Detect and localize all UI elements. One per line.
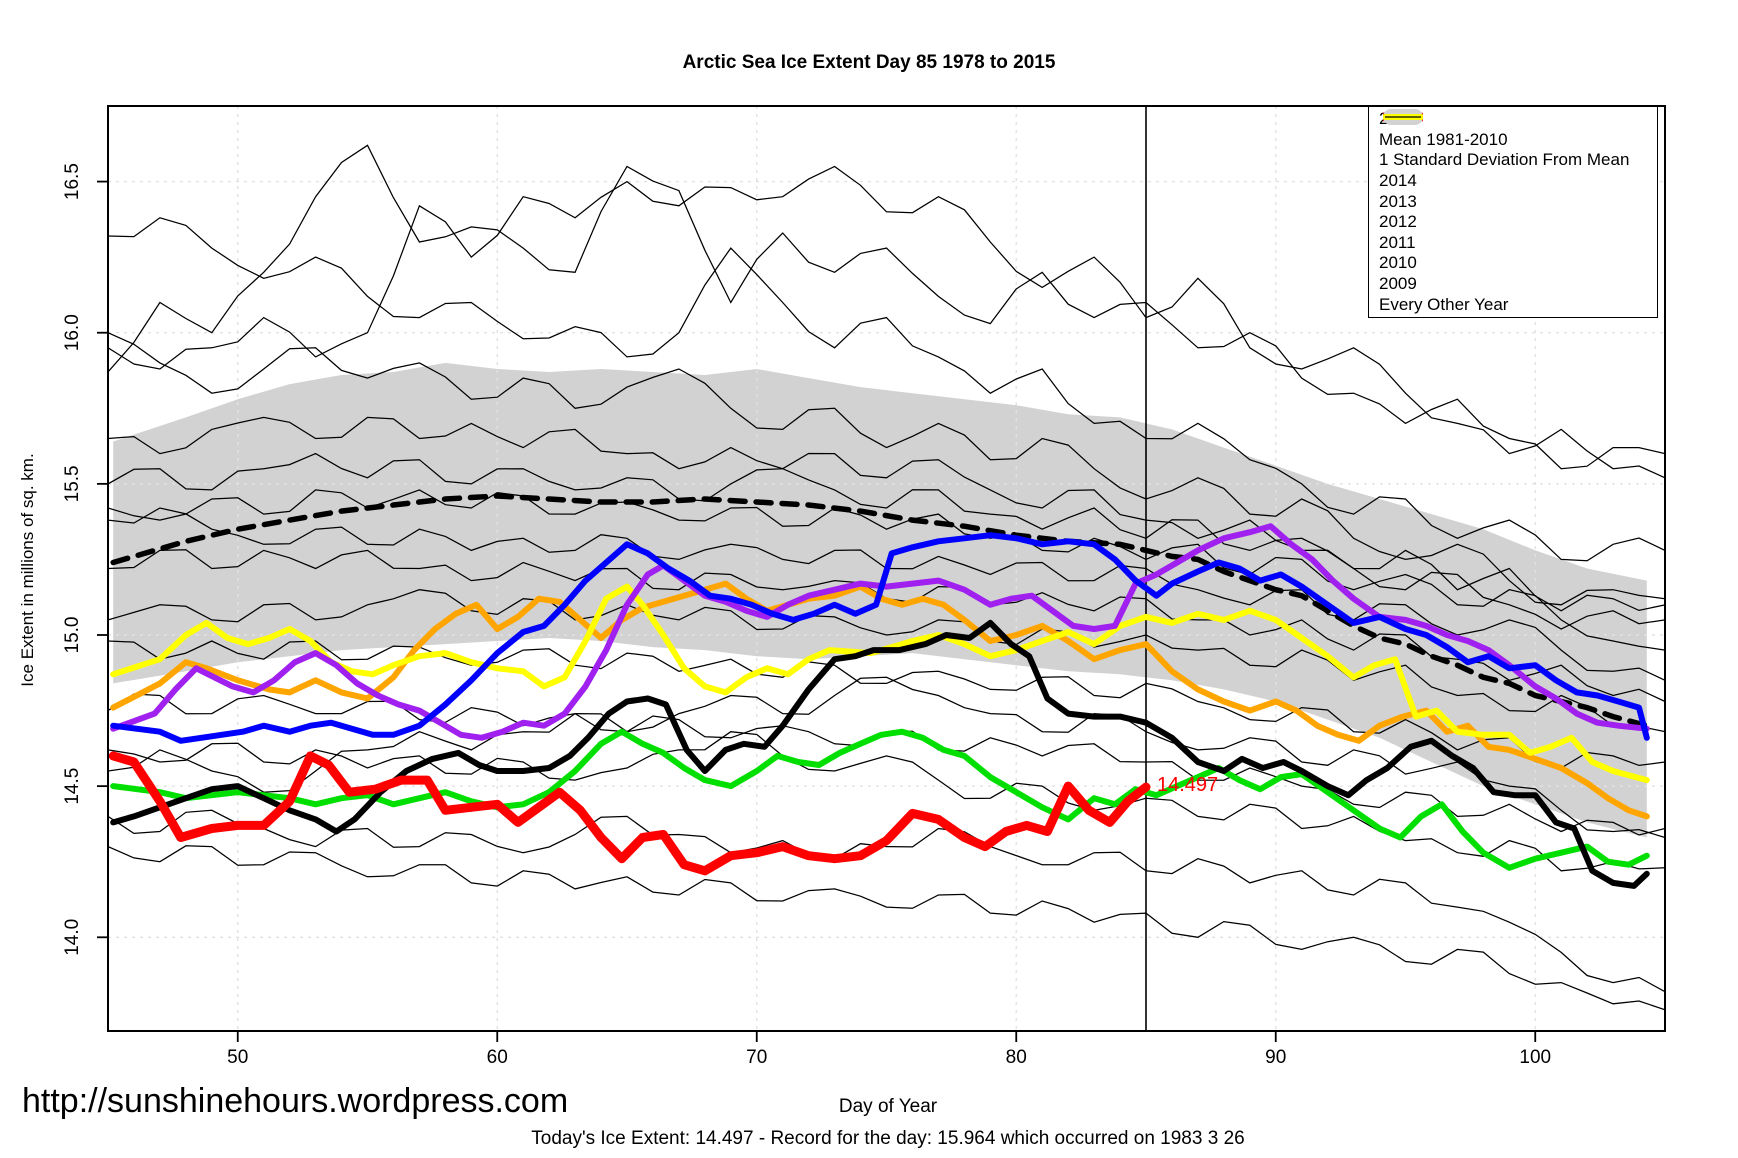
- footer-note: Today's Ice Extent: 14.497 - Record for …: [531, 1128, 1245, 1149]
- y-tick-label: 14.5: [62, 768, 83, 805]
- legend-label: 2011: [1379, 232, 1416, 252]
- chart-title: Arctic Sea Ice Extent Day 85 1978 to 201…: [682, 52, 1056, 73]
- legend-label: 2014: [1379, 171, 1417, 191]
- legend-label: Every Other Year: [1379, 294, 1509, 314]
- legend-label: 2012: [1379, 212, 1417, 232]
- axis-ticks: 50 60 70 80 90 100 14.0 14.5 15.0 15.5 16.0 16.5: [62, 163, 1551, 1068]
- x-tick-label: 50: [227, 1047, 248, 1068]
- legend-item-2013: 2013: [1369, 114, 1657, 212]
- legend-item-2011: 2011: [1369, 114, 1657, 253]
- legend-item-2009: 2009: [1369, 114, 1657, 294]
- x-tick-label: 100: [1519, 1047, 1551, 1068]
- x-tick-label: 90: [1265, 1047, 1286, 1068]
- legend-item-2014: 2014: [1369, 114, 1657, 191]
- y-tick-label: 16.0: [62, 314, 83, 351]
- x-axis-title: Day of Year: [838, 1096, 938, 1117]
- y-axis-title: Ice Extent in millions of sq. km.: [18, 453, 37, 687]
- legend-item-1-standard-deviation-from-mean: 1 Standard Deviation From Mean: [1369, 109, 1657, 170]
- legend-item-mean-1981-2010: Mean 1981-2010: [1369, 114, 1657, 150]
- legend-label: Mean 1981-2010: [1379, 129, 1508, 149]
- legend-label: 2013: [1379, 191, 1417, 211]
- series-2011: [110, 728, 1650, 871]
- mean-line: [110, 493, 1650, 729]
- y-tick-label: 14.0: [62, 919, 83, 956]
- series-2013: [110, 580, 1650, 820]
- series-2010: [110, 523, 1650, 741]
- series-2009: [110, 583, 1650, 784]
- y-tick-label: 15.5: [62, 465, 83, 502]
- series-2012: [110, 532, 1650, 744]
- x-tick-label: 70: [746, 1047, 767, 1068]
- legend-item-2012: 2012: [1369, 114, 1657, 232]
- legend-label: 1 Standard Deviation From Mean: [1379, 150, 1630, 170]
- legend-label: 2009: [1379, 274, 1417, 294]
- legend-item-every-other-year: Every Other Year: [1369, 116, 1657, 315]
- y-tick-label: 15.0: [62, 617, 83, 654]
- legend-label: 2010: [1379, 253, 1417, 273]
- legend-item-2010: 2010: [1369, 114, 1657, 273]
- line-sample-icon: [1385, 116, 1421, 118]
- x-tick-label: 80: [1006, 1047, 1027, 1068]
- plot-border: [107, 105, 1666, 1032]
- footer-url: http://sunshinehours.wordpress.com: [22, 1082, 569, 1120]
- current-extent-annotation: 14.497: [1157, 774, 1219, 797]
- y-tick-label: 16.5: [62, 163, 83, 200]
- x-tick-label: 60: [487, 1047, 508, 1068]
- series-2015: [108, 751, 1151, 876]
